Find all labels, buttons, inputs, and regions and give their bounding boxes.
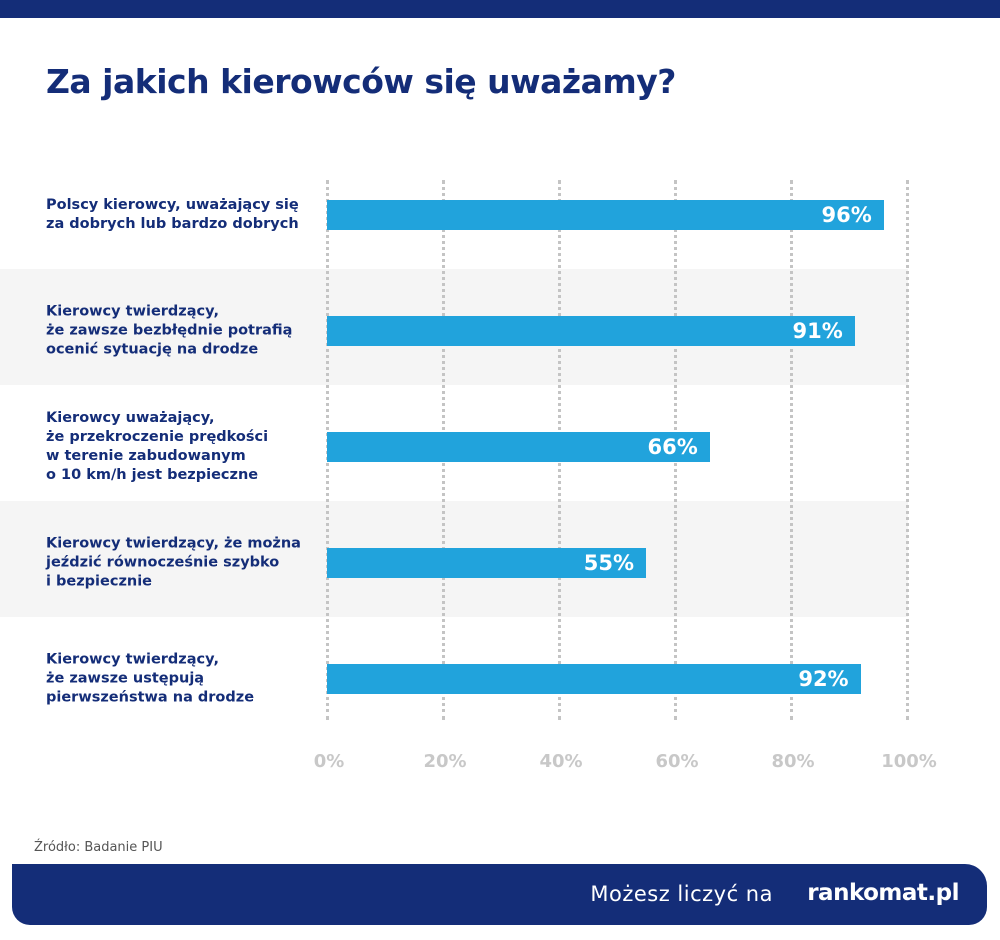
category-label: Kierowcy twierdzący, że można jeździć ró… bbox=[46, 535, 301, 590]
bar: 92% bbox=[327, 664, 861, 694]
footer-slogan: Możesz liczyć na bbox=[590, 882, 773, 906]
bar-value-label: 66% bbox=[647, 435, 698, 459]
category-label: Kierowcy twierdzący, że zawsze ustępują … bbox=[46, 651, 255, 706]
bar-value-label: 55% bbox=[583, 551, 634, 575]
x-tick-label: 60% bbox=[655, 751, 699, 772]
top-bar bbox=[0, 0, 1000, 18]
bar: 55% bbox=[327, 548, 646, 578]
gridline bbox=[906, 180, 909, 720]
x-tick-label: 100% bbox=[881, 751, 937, 772]
footer-banner: Możesz liczyć na rankomat.pl bbox=[12, 864, 987, 925]
bar: 96% bbox=[327, 200, 884, 230]
bar: 91% bbox=[327, 316, 855, 346]
x-tick-label: 20% bbox=[423, 751, 467, 772]
category-label: Polscy kierowcy, uważający się za dobryc… bbox=[46, 197, 299, 232]
source-note: Źródło: Badanie PIU bbox=[34, 840, 163, 855]
bar-value-label: 92% bbox=[798, 667, 849, 691]
x-tick-label: 0% bbox=[313, 751, 345, 772]
chart-title: Za jakich kierowców się uważamy? bbox=[46, 62, 676, 101]
category-label: Kierowcy uważający, że przekroczenie prę… bbox=[46, 410, 269, 483]
category-label: Kierowcy twierdzący, że zawsze bezbłędni… bbox=[46, 303, 293, 358]
bar-value-label: 91% bbox=[792, 319, 843, 343]
gridline bbox=[790, 180, 793, 720]
x-tick-label: 40% bbox=[539, 751, 583, 772]
rankomat-logo: rankomat.pl bbox=[807, 880, 959, 906]
bar: 66% bbox=[327, 432, 710, 462]
x-tick-label: 80% bbox=[771, 751, 815, 772]
bar-value-label: 96% bbox=[821, 203, 872, 227]
